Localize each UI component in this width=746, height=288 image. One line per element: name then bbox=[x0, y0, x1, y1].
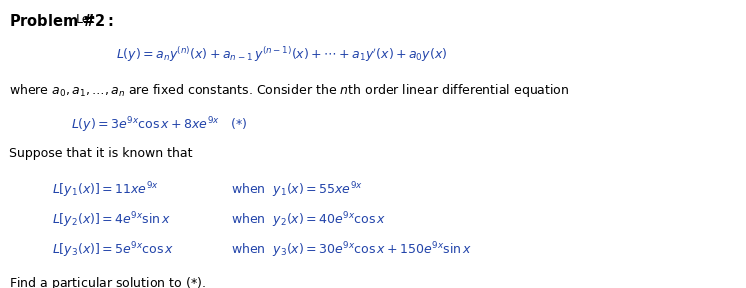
Text: Let: Let bbox=[76, 13, 95, 26]
Text: $L(y) = 3e^{9x}\cos x + 8xe^{9x}\quad (*)$: $L(y) = 3e^{9x}\cos x + 8xe^{9x}\quad (*… bbox=[71, 115, 247, 135]
Text: Find a particular solution to $(*)$.: Find a particular solution to $(*)$. bbox=[9, 275, 206, 288]
Text: $L(y) = a_n y^{(n)}(x) + a_{n-1}\,y^{(n-1)}(x) + \cdots + a_1 y'(x) + a_0 y(x)$: $L(y) = a_n y^{(n)}(x) + a_{n-1}\,y^{(n-… bbox=[116, 45, 447, 64]
Text: $\mathbf{Problem\ \#2:}$: $\mathbf{Problem\ \#2:}$ bbox=[9, 13, 114, 29]
Text: $L[y_1(x)] = 11xe^{9x}$: $L[y_1(x)] = 11xe^{9x}$ bbox=[52, 180, 159, 200]
Text: when $\ y_2(x) = 40e^{9x}\cos x$: when $\ y_2(x) = 40e^{9x}\cos x$ bbox=[231, 210, 386, 230]
Text: when $\ y_3(x) = 30e^{9x}\cos x + 150e^{9x}\sin x$: when $\ y_3(x) = 30e^{9x}\cos x + 150e^{… bbox=[231, 240, 472, 260]
Text: $L[y_3(x)] = 5e^{9x}\cos x$: $L[y_3(x)] = 5e^{9x}\cos x$ bbox=[52, 240, 175, 260]
Text: Suppose that it is known that: Suppose that it is known that bbox=[9, 147, 192, 160]
Text: when $\ y_1(x) = 55xe^{9x}$: when $\ y_1(x) = 55xe^{9x}$ bbox=[231, 180, 363, 200]
Text: $L[y_2(x)] = 4e^{9x}\sin x$: $L[y_2(x)] = 4e^{9x}\sin x$ bbox=[52, 210, 172, 230]
Text: where $a_0, a_1, \ldots, a_n$ are fixed constants. Consider the $n$th order line: where $a_0, a_1, \ldots, a_n$ are fixed … bbox=[9, 82, 569, 99]
